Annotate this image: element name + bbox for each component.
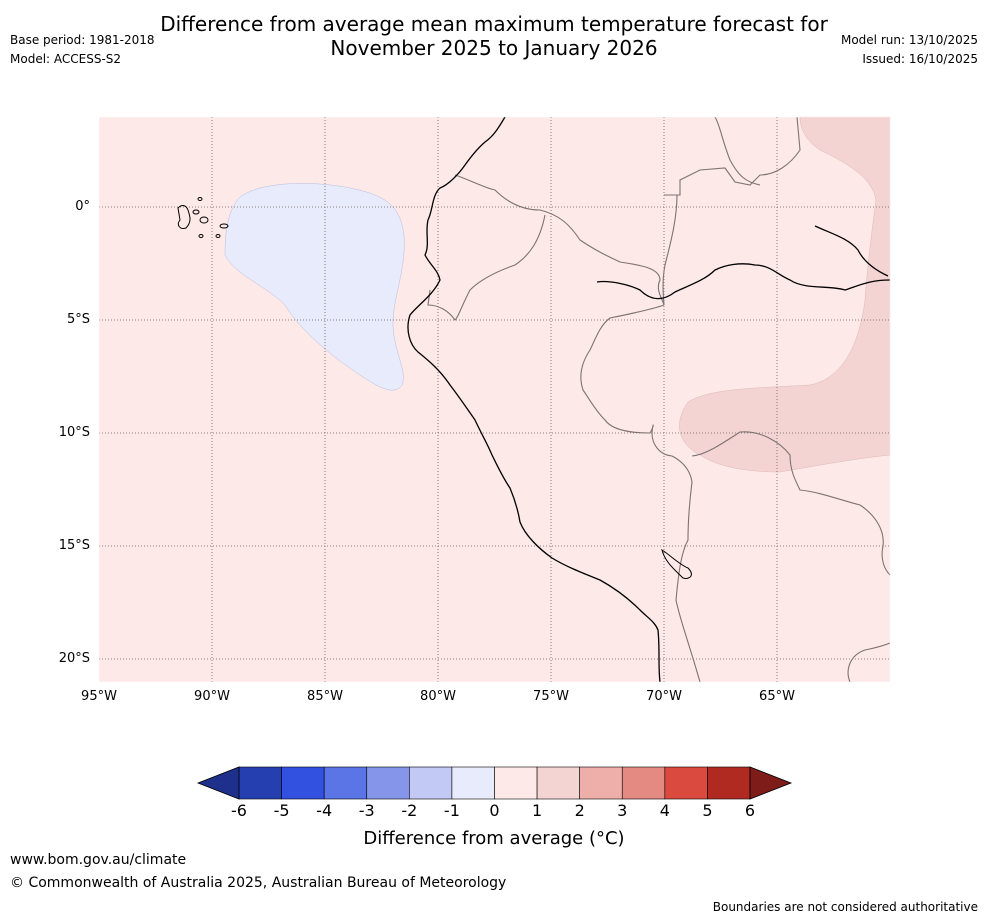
colorbar-cell [536,766,580,800]
colorbar-cell [494,766,538,800]
colorbar-tick-label: -4 [316,801,333,820]
colorbar-cell [238,766,282,800]
colorbar-tick-label: -6 [231,801,247,820]
colorbar-cell [451,766,495,800]
lon-label-85w: 85°W [307,689,343,704]
coastline [407,116,891,683]
cool-anomaly-region [224,183,405,391]
colorbar-high-extension [749,766,793,800]
issued-text: Issued: 16/10/2025 [862,52,978,66]
model-text: Model: ACCESS-S2 [10,52,122,66]
model-run-text: Model run: 13/10/2025 [840,33,978,47]
colorbar-tick-label: -2 [401,801,418,820]
colorbar-cell [664,766,708,800]
chart-title: Difference from average mean maximum tem… [0,12,988,60]
colorbar-tick-label: 0 [489,801,500,820]
colorbar-cell [409,766,453,800]
colorbar-cell [323,766,368,800]
colorbar-tick-label: -1 [443,801,460,820]
lon-label-90w: 90°W [194,689,230,704]
colorbar-tick-label: 5 [702,801,713,820]
lat-label-5s: 5°S [66,312,90,327]
warm-anomaly-region [679,116,891,473]
colorbar-cell [281,766,325,800]
lat-label-0: 0° [75,199,90,214]
colorbar-cell [366,766,410,800]
title-line-1: Difference from average mean maximum tem… [160,12,828,36]
lat-label-15s: 15°S [58,538,90,553]
colorbar-tick-label: 1 [531,801,543,820]
footer-copyright: © Commonwealth of Australia 2025, Austra… [10,875,507,891]
country-borders [427,116,891,683]
lon-label-65w: 65°W [759,689,795,704]
colorbar-tick-label: 2 [574,801,585,820]
colorbar-label: Difference from average (°C) [363,828,625,849]
colorbar-tick-label: 3 [617,801,628,820]
colorbar-cell [621,766,666,800]
colorbar-low-extension [196,766,240,800]
lat-label-20s: 20°S [58,651,90,666]
footer-disclaimer: Boundaries are not considered authoritat… [712,900,978,914]
colorbar-tick-label: 4 [659,801,670,820]
graticule [99,117,890,682]
footer-url[interactable]: www.bom.gov.au/climate [10,852,187,868]
lon-label-80w: 80°W [420,689,456,704]
map-frame [98,116,891,683]
lon-label-70w: 70°W [646,689,682,704]
lake-titicaca [661,548,692,579]
colorbar-cell [579,766,623,800]
title-line-2: November 2025 to January 2026 [330,36,658,60]
galapagos-islands [177,197,229,238]
lat-label-10s: 10°S [58,425,90,440]
lon-label-95w: 95°W [81,689,117,704]
base-period-text: Base period: 1981-2018 [10,33,155,47]
colorbar-tick-label: 6 [744,801,756,820]
colorbar-tick-label: -3 [358,801,375,820]
colorbar-cell [707,766,751,800]
colorbar-tick-label: -5 [273,801,290,820]
lon-label-75w: 75°W [533,689,569,704]
